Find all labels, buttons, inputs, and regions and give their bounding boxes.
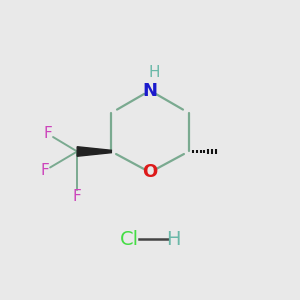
Text: Cl: Cl bbox=[120, 230, 139, 249]
Text: H: H bbox=[167, 230, 181, 249]
Polygon shape bbox=[77, 147, 111, 156]
Text: F: F bbox=[73, 189, 82, 204]
Text: F: F bbox=[40, 163, 49, 178]
Text: O: O bbox=[142, 163, 158, 181]
Text: N: N bbox=[142, 82, 158, 100]
Text: H: H bbox=[149, 64, 160, 80]
Text: F: F bbox=[43, 126, 52, 141]
